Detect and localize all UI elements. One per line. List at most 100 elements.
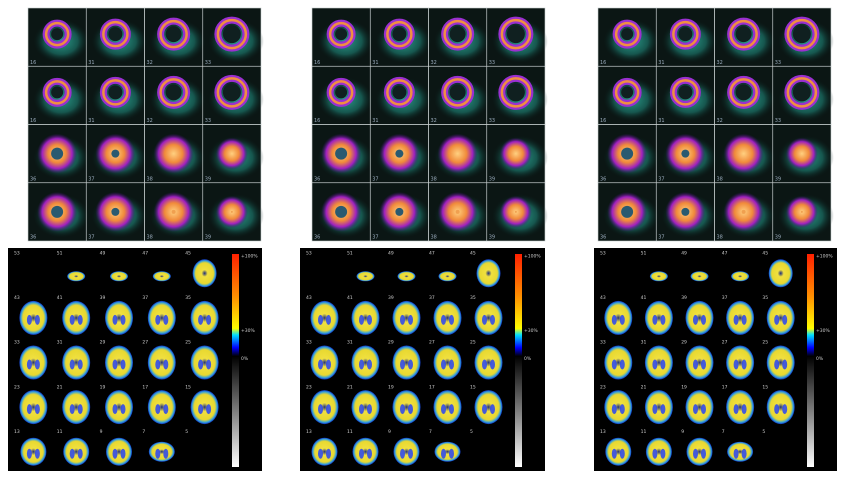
brain-slice <box>351 390 380 425</box>
brain-slice <box>433 345 462 380</box>
brain-detail <box>120 314 126 325</box>
slice-label: 23 <box>306 384 312 390</box>
brain-detail <box>155 359 161 370</box>
slice-label: 13 <box>600 429 606 435</box>
slice-label: 5 <box>762 429 765 435</box>
brain-detail <box>693 314 698 325</box>
cardiac-ring-core <box>216 18 248 50</box>
slice-label: 37 <box>372 235 378 241</box>
slice-label: 38 <box>431 176 437 182</box>
slice-label: 39 <box>489 176 495 182</box>
slice-label: 37 <box>142 295 148 301</box>
slice-label: 16 <box>600 60 606 66</box>
brain-slice <box>19 390 48 425</box>
cardiac-cavity <box>222 25 241 44</box>
cardiac-cavity <box>395 207 404 216</box>
cardiac-cavity <box>392 85 407 100</box>
brain-detail <box>408 448 413 459</box>
slice-label: 33 <box>775 118 781 124</box>
slice-label: 16 <box>30 60 36 66</box>
slice-label: 25 <box>185 340 191 346</box>
cardiac-cavity <box>51 28 64 41</box>
brain-slice <box>397 271 416 282</box>
brain-slice <box>152 271 171 282</box>
brain-slice <box>685 345 714 380</box>
brain-detail <box>660 448 666 459</box>
brain-detail <box>77 359 83 370</box>
cell-border <box>202 182 262 242</box>
brain-slice <box>351 345 380 380</box>
cardiac-ring-core <box>328 21 354 47</box>
cardiac-cavity <box>681 149 690 158</box>
slice-label: 27 <box>142 340 148 346</box>
brain-detail <box>701 404 706 415</box>
brain-detail <box>619 448 625 459</box>
brain-detail <box>359 314 364 325</box>
brain-detail <box>120 448 126 459</box>
brain-detail <box>660 359 666 370</box>
slice-label: 25 <box>470 340 476 346</box>
brain-slice <box>67 271 86 282</box>
brain-slice <box>766 300 795 335</box>
brain-slice <box>726 300 755 335</box>
cardiac-cavity <box>108 27 123 42</box>
brain-detail <box>611 314 617 325</box>
brain-detail <box>318 314 323 325</box>
slice-label: 45 <box>185 251 191 257</box>
brain-detail <box>408 359 413 370</box>
slice-label: 39 <box>775 176 781 182</box>
slice-label: 35 <box>185 295 191 301</box>
slice-label: 21 <box>347 384 353 390</box>
brain-panel <box>8 248 262 471</box>
slice-label: 37 <box>429 295 435 301</box>
slice-label: 11 <box>347 429 353 435</box>
brain-detail <box>69 359 75 370</box>
slice-label: 31 <box>372 60 378 66</box>
slice-label: 33 <box>489 60 495 66</box>
slice-label: 51 <box>641 251 647 257</box>
brain-slice <box>476 259 501 288</box>
slice-label: 33 <box>600 340 606 346</box>
cardiac-ring-core <box>102 79 129 106</box>
slice-label: 36 <box>30 235 36 241</box>
slice-label: 19 <box>388 384 394 390</box>
brain-detail <box>155 314 161 325</box>
brain-slice <box>392 345 421 380</box>
slice-label: 7 <box>429 429 432 435</box>
brain-detail <box>652 314 658 325</box>
slice-label: 25 <box>762 340 768 346</box>
brain-slice <box>310 390 339 425</box>
brain-slice <box>190 390 219 425</box>
cardiac-cavity <box>678 85 693 100</box>
brain-detail <box>326 448 331 459</box>
cardiac-blob <box>785 137 818 170</box>
slice-label: 23 <box>600 384 606 390</box>
brain-detail <box>701 314 706 325</box>
slice-label: 39 <box>100 295 106 301</box>
brain-detail <box>619 404 625 415</box>
brain-detail <box>112 448 118 459</box>
brain-detail <box>206 404 212 415</box>
cardiac-cavity <box>741 209 746 214</box>
slice-label: 5 <box>185 429 188 435</box>
brain-detail <box>490 404 495 415</box>
slice-label: 39 <box>388 295 394 301</box>
cardiac-ring-core <box>328 80 354 105</box>
brain-slice <box>474 300 503 335</box>
brain-detail <box>441 448 446 459</box>
cardiac-blob <box>437 133 478 174</box>
brain-detail <box>206 359 212 370</box>
brain-slice <box>147 345 176 380</box>
cardiac-cavity <box>108 85 123 100</box>
slice-label: 16 <box>314 118 320 124</box>
brain-detail <box>449 404 454 415</box>
slice-label: 33 <box>14 340 20 346</box>
cell-border <box>486 182 546 242</box>
brain-slice <box>474 345 503 380</box>
slice-label: 15 <box>185 384 191 390</box>
slice-label: 13 <box>14 429 20 435</box>
brain-detail <box>359 404 364 415</box>
cardiac-cavity <box>621 147 634 160</box>
cardiac-cavity <box>621 86 634 99</box>
